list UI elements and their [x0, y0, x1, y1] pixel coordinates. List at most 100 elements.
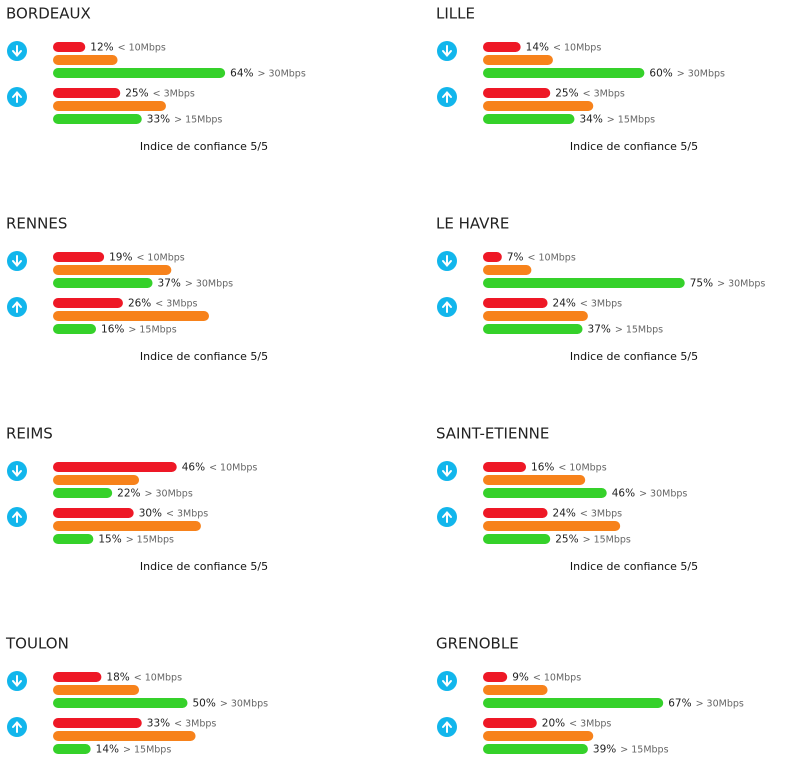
bar	[483, 698, 664, 708]
bar-threshold: < 3Mbps	[166, 508, 208, 519]
bar	[53, 534, 94, 544]
upload-icon	[7, 507, 27, 527]
bar-threshold: < 10Mbps	[134, 672, 182, 683]
bar	[53, 252, 105, 262]
download-icon	[7, 461, 27, 481]
bar	[483, 278, 685, 288]
bar	[53, 311, 210, 321]
bar-percent: 64%	[230, 68, 253, 80]
download-icon	[437, 671, 457, 691]
bar-label: 37% > 15Mbps	[588, 324, 664, 336]
bar-threshold: > 15Mbps	[123, 744, 171, 755]
bar	[53, 521, 201, 531]
icon-arrow	[442, 465, 452, 478]
bar-threshold: < 10Mbps	[558, 462, 606, 473]
bar	[483, 88, 551, 98]
bar-label: 64% > 30Mbps	[230, 68, 306, 80]
bar	[53, 672, 102, 682]
bar	[53, 55, 118, 65]
bar	[483, 252, 502, 262]
city-title: BORDEAUX	[6, 5, 91, 23]
bar-percent: 14%	[96, 744, 119, 756]
bar	[483, 462, 527, 472]
icon-arrow	[442, 510, 452, 523]
download-icon	[7, 671, 27, 691]
bar-threshold: > 30Mbps	[677, 68, 725, 79]
bar-percent: 16%	[531, 462, 554, 474]
icon-arrow	[442, 255, 452, 268]
bar-threshold: < 10Mbps	[209, 462, 257, 473]
download-icon	[437, 251, 457, 271]
bar-threshold: < 3Mbps	[569, 718, 611, 729]
bar-percent: 46%	[612, 488, 635, 500]
bar	[483, 534, 551, 544]
bar-threshold: > 30Mbps	[696, 698, 744, 709]
bar-label: 75% > 30Mbps	[690, 278, 766, 290]
bar-label: 22% > 30Mbps	[117, 488, 193, 500]
bar-threshold: < 10Mbps	[553, 42, 601, 53]
icon-arrow	[12, 255, 22, 268]
bar	[483, 475, 586, 485]
bar-label: 24% < 3Mbps	[553, 298, 623, 310]
bar	[483, 311, 588, 321]
bar	[483, 68, 645, 78]
bar	[483, 521, 621, 531]
bar	[483, 672, 508, 682]
bar-label: 26% < 3Mbps	[128, 298, 198, 310]
bar	[483, 265, 532, 275]
bar	[53, 698, 188, 708]
bar-threshold: > 15Mbps	[128, 324, 176, 335]
confidence: Indice de confiance 5/5	[570, 350, 698, 363]
bar-threshold: < 10Mbps	[533, 672, 581, 683]
bar	[483, 718, 537, 728]
icon-arrow	[442, 45, 452, 58]
city-title: SAINT-ETIENNE	[436, 425, 549, 443]
bar	[53, 265, 172, 275]
bar-label: 19% < 10Mbps	[109, 252, 185, 264]
bar-label: 39% > 15Mbps	[593, 744, 669, 756]
bar-threshold: > 30Mbps	[258, 68, 306, 79]
bar-percent: 33%	[147, 114, 170, 126]
upload-icon	[7, 87, 27, 107]
bar	[53, 475, 140, 485]
bar	[483, 298, 548, 308]
bar	[483, 101, 594, 111]
bar-label: 16% > 15Mbps	[101, 324, 177, 336]
bar	[53, 488, 113, 498]
bar-percent: 30%	[139, 508, 162, 520]
icon-arrow	[12, 45, 22, 58]
upload-icon	[437, 507, 457, 527]
bar-threshold: < 10Mbps	[528, 252, 576, 263]
bar	[53, 744, 91, 754]
bar-threshold: > 15Mbps	[583, 534, 631, 545]
bar-percent: 37%	[588, 324, 611, 336]
bar-threshold: > 30Mbps	[145, 488, 193, 499]
bar-percent: 18%	[106, 672, 129, 684]
upload-icon	[437, 87, 457, 107]
bar-label: 14% > 15Mbps	[96, 744, 172, 756]
bar	[53, 68, 226, 78]
city-title: RENNES	[6, 215, 67, 233]
bar-label: 34% > 15Mbps	[579, 114, 655, 126]
bar	[53, 731, 196, 741]
city-title: TOULON	[5, 635, 69, 653]
icon-arrow	[12, 300, 22, 313]
bar-threshold: < 10Mbps	[136, 252, 184, 263]
bar-percent: 20%	[542, 718, 565, 730]
bar	[53, 298, 123, 308]
bar	[53, 718, 142, 728]
bar-threshold: > 30Mbps	[717, 278, 765, 289]
bar-percent: 46%	[182, 462, 205, 474]
bar	[53, 462, 177, 472]
bar-percent: 25%	[555, 88, 578, 100]
bar-label: 20% < 3Mbps	[542, 718, 612, 730]
bar-percent: 15%	[98, 534, 121, 546]
bar-percent: 60%	[649, 68, 672, 80]
bar	[53, 324, 97, 334]
bar-label: 67% > 30Mbps	[668, 698, 744, 710]
confidence: Indice de confiance 5/5	[570, 560, 698, 573]
bar	[53, 101, 166, 111]
download-icon	[7, 41, 27, 61]
bar-label: 15% > 15Mbps	[98, 534, 174, 546]
